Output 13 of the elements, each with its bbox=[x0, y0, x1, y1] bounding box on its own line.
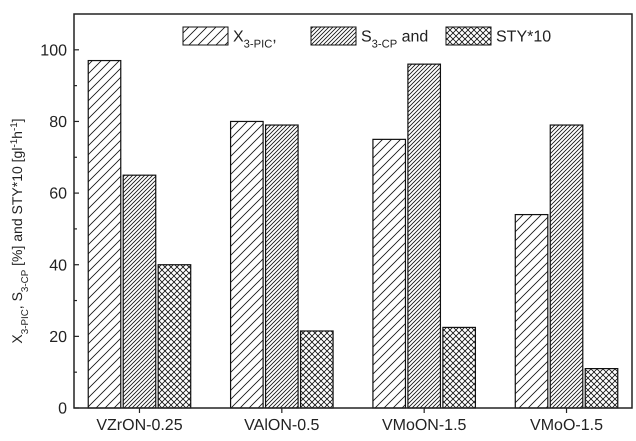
x-tick-label: VZrON-0.25 bbox=[96, 417, 183, 434]
x-tick-label: VMoON-1.5 bbox=[382, 417, 467, 434]
legend-label: S$_{3-CP}$ and bbox=[361, 28, 428, 51]
x-tick-label: VMoO-1.5 bbox=[530, 417, 604, 434]
legend-label: STY*10 bbox=[496, 28, 552, 46]
legend-label: X$_{3-PIC}$, bbox=[233, 28, 277, 51]
x-tick-label: VAlON-0.5 bbox=[244, 417, 320, 434]
y-tick-label: 20 bbox=[49, 328, 68, 346]
y-tick-label: 100 bbox=[40, 42, 68, 60]
y-tick-label: 40 bbox=[49, 257, 68, 274]
y-tick-label: 60 bbox=[49, 186, 68, 203]
y-tick-label: 80 bbox=[49, 114, 68, 132]
y-tick-label: 0 bbox=[58, 400, 68, 418]
